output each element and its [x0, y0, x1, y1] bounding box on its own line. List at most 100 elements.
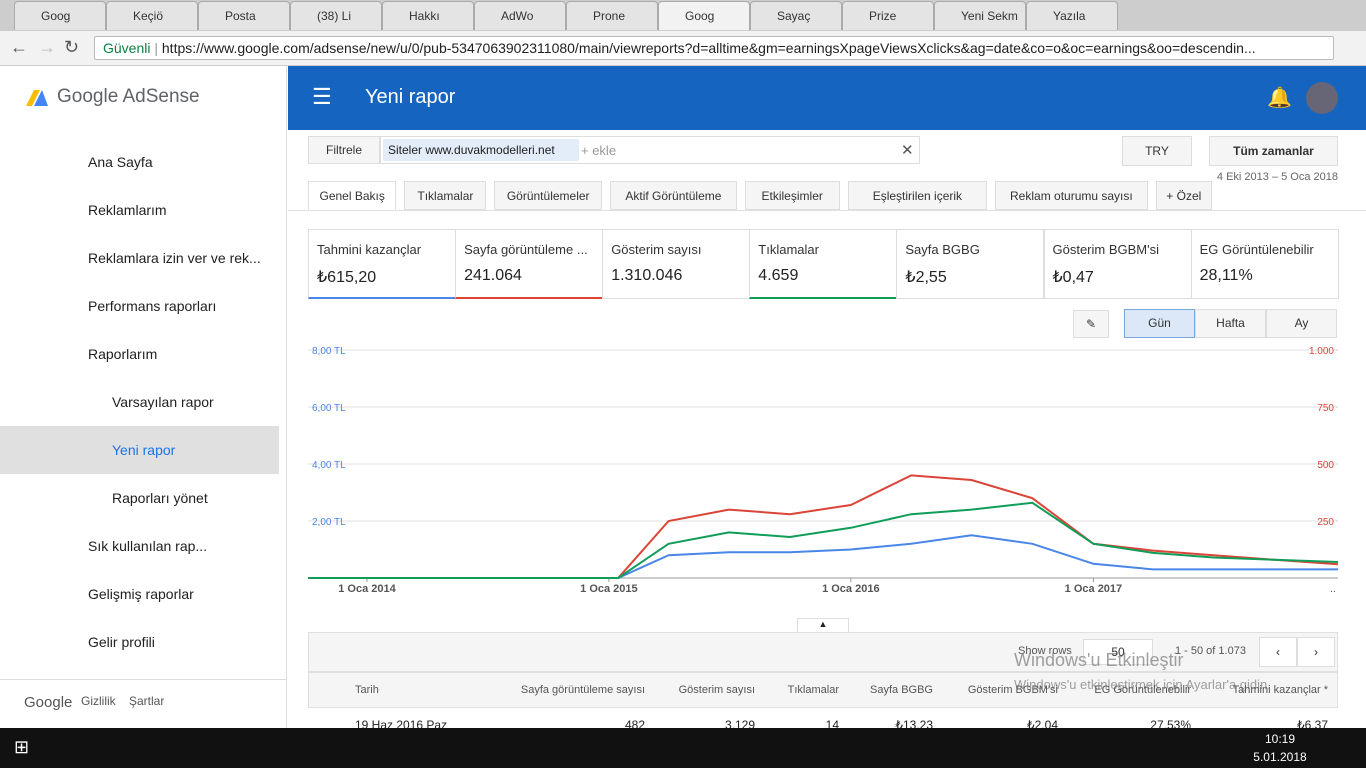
nav-reload[interactable]: ↻ [64, 37, 80, 57]
y2-tick-label: 500 [1317, 460, 1334, 471]
footer-link[interactable]: Şartlar [129, 694, 165, 708]
y-tick-label: 8,00 TL [312, 346, 346, 357]
report-tab[interactable]: Reklam oturumu sayısı [995, 181, 1148, 210]
browser-tab[interactable]: Posta [198, 1, 290, 30]
nav-item[interactable]: Performans raporları [88, 298, 217, 314]
column-header[interactable]: Sayfa BGBG [870, 684, 933, 696]
column-header[interactable]: Sayfa görüntüleme sayısı [520, 684, 645, 696]
browser-tab[interactable]: AdWo [474, 1, 566, 30]
nav-back[interactable]: ← [10, 37, 28, 57]
granularity-button[interactable]: Gün [1124, 309, 1195, 338]
table-header [308, 672, 1338, 708]
metric-card[interactable]: Tıklamalar 4.659 [749, 229, 898, 299]
browser-tab[interactable]: Goog [658, 1, 750, 30]
series-line [308, 501, 1339, 579]
filter-field[interactable]: Siteler www.duvakmodelleri.net + ekle ✕ [380, 136, 920, 164]
report-tab[interactable]: Aktif Görüntüleme [610, 181, 737, 210]
column-header[interactable]: Tıklamalar [787, 684, 839, 696]
x-tick-label: 1 Oca 2014 [338, 583, 396, 595]
divider [0, 679, 286, 680]
collapse-chart[interactable]: ▲ [797, 618, 849, 632]
nav-item[interactable]: Reklamlara izin ver ve rek... [88, 250, 261, 266]
metric-value: 1.310.046 [611, 267, 683, 284]
column-header[interactable]: Gösterim sayısı [678, 684, 755, 696]
footer-link[interactable]: Gizlilik [81, 694, 116, 708]
report-tab[interactable]: Görüntülemeler [494, 181, 602, 210]
table-cell: 19 Haz 2016 Paz [355, 718, 448, 728]
nav-item[interactable]: Gelir profili [88, 634, 155, 650]
metric-label: Sayfa BGBG [905, 242, 980, 257]
column-header[interactable]: Gösterim BGBM'si [967, 684, 1058, 696]
column-header[interactable]: Tarih [355, 684, 379, 696]
table-cell: ₺6,37 [1297, 718, 1328, 728]
metric-value: 28,11% [1199, 267, 1253, 284]
metric-label: Tahmini kazançlar [317, 242, 422, 257]
next-page[interactable]: › [1297, 637, 1335, 667]
browser-tab[interactable]: Prone [566, 1, 658, 30]
browser-tab[interactable]: Yeni Sekm [934, 1, 1026, 30]
currency-select[interactable]: TRY [1122, 136, 1192, 166]
metric-card[interactable]: Tahmini kazançlar ₺615,20 [308, 229, 456, 299]
filter-placeholder[interactable]: + ekle [581, 143, 617, 158]
browser-tab[interactable]: Goog [14, 1, 106, 30]
clock-time: 10:19 [1264, 732, 1296, 746]
nav-forward[interactable]: → [38, 37, 56, 57]
url-field[interactable]: Güvenli | https://www.google.com/adsense… [94, 36, 1334, 60]
x-axis-more: .. [1330, 583, 1336, 595]
x-tick-label: 1 Oca 2016 [822, 583, 880, 595]
report-tab[interactable]: Genel Bakış [308, 181, 397, 210]
nav-item[interactable]: Raporları yönet [112, 490, 208, 506]
metric-card[interactable]: Gösterim sayısı 1.310.046 [602, 229, 751, 299]
report-tab[interactable]: Tıklamalar [404, 181, 487, 210]
metric-value: ₺0,47 [1052, 269, 1094, 286]
browser-tab[interactable]: Hakkı [382, 1, 474, 30]
metric-label: Tıklamalar [758, 242, 819, 257]
filter-button[interactable]: Filtrele [308, 136, 380, 164]
browser-tab[interactable]: Keçiö [106, 1, 198, 30]
browser-tab[interactable]: Yazıla [1026, 1, 1118, 30]
clear-filter[interactable]: ✕ [901, 142, 914, 159]
series-line [308, 534, 1338, 579]
metric-card[interactable]: EG Görüntülenebilir 28,11% [1190, 229, 1339, 299]
metric-card[interactable]: Sayfa BGBG ₺2,55 [896, 229, 1045, 299]
report-tab[interactable]: Eşleştirilen içerik [847, 181, 988, 210]
date-range-select[interactable]: Tüm zamanlar [1209, 136, 1338, 166]
rows-select[interactable]: 50 [1083, 639, 1153, 665]
annotation-button[interactable]: ✎ [1073, 310, 1109, 338]
menu-button[interactable]: ☰ [312, 84, 332, 109]
browser-tab[interactable]: (38) Li [290, 1, 382, 30]
browser-tab[interactable]: Prize [842, 1, 934, 30]
logo-icon [26, 90, 48, 106]
table-cell: ₺13,23 [895, 718, 933, 728]
avatar[interactable] [1306, 82, 1338, 114]
date-range-text: 4 Eki 2013 – 5 Oca 2018 [1216, 171, 1338, 183]
granularity-button[interactable]: Hafta [1195, 309, 1266, 338]
metric-value: 4.659 [758, 267, 799, 284]
browser-tab[interactable]: Sayaç [750, 1, 842, 30]
column-header[interactable]: Tahmini kazançlar * [1232, 684, 1328, 696]
granularity-button[interactable]: Ay [1266, 309, 1337, 338]
filter-chip[interactable]: Siteler www.duvakmodelleri.net [383, 139, 579, 161]
nav-item[interactable]: Ana Sayfa [88, 154, 153, 170]
nav-item[interactable]: Raporlarım [88, 346, 158, 362]
metric-label: Sayfa görüntüleme ... [464, 242, 588, 257]
table-cell: 14 [825, 718, 839, 728]
notifications[interactable]: 🔔 [1267, 87, 1292, 109]
nav-item[interactable]: Gelişmiş raporlar [88, 586, 194, 602]
metric-card[interactable]: Gösterim BGBM'si ₺0,47 [1043, 229, 1192, 299]
nav-item[interactable]: Reklamlarım [88, 202, 167, 218]
nav-item[interactable]: Varsayılan rapor [112, 394, 214, 410]
column-header[interactable]: EG Görüntülenebilir [1094, 684, 1191, 696]
report-tab[interactable]: + Özel [1155, 181, 1212, 210]
chart: 2,00 TL 4,00 TL 6,00 TL 8,00 TL 250 500 750 1.0… [308, 346, 1339, 595]
nav-item[interactable]: Sık kullanılan rap... [88, 538, 208, 554]
metric-card[interactable]: Sayfa görüntüleme ... 241.064 [455, 229, 604, 299]
series-line [308, 474, 1339, 579]
watermark-text: Windows'u etkinleştirmek için Ayarlar'a … [1014, 677, 1271, 692]
prev-page[interactable]: ‹ [1259, 637, 1297, 667]
nav-item[interactable]: Yeni rapor [0, 426, 279, 474]
report-tab[interactable]: Etkileşimler [744, 181, 840, 210]
start-button[interactable]: ⊞ [14, 737, 30, 757]
tab-strip: Goog Keçiö Posta (38) Li Hakkı AdWo Prone Goog S… [0, 0, 1366, 31]
